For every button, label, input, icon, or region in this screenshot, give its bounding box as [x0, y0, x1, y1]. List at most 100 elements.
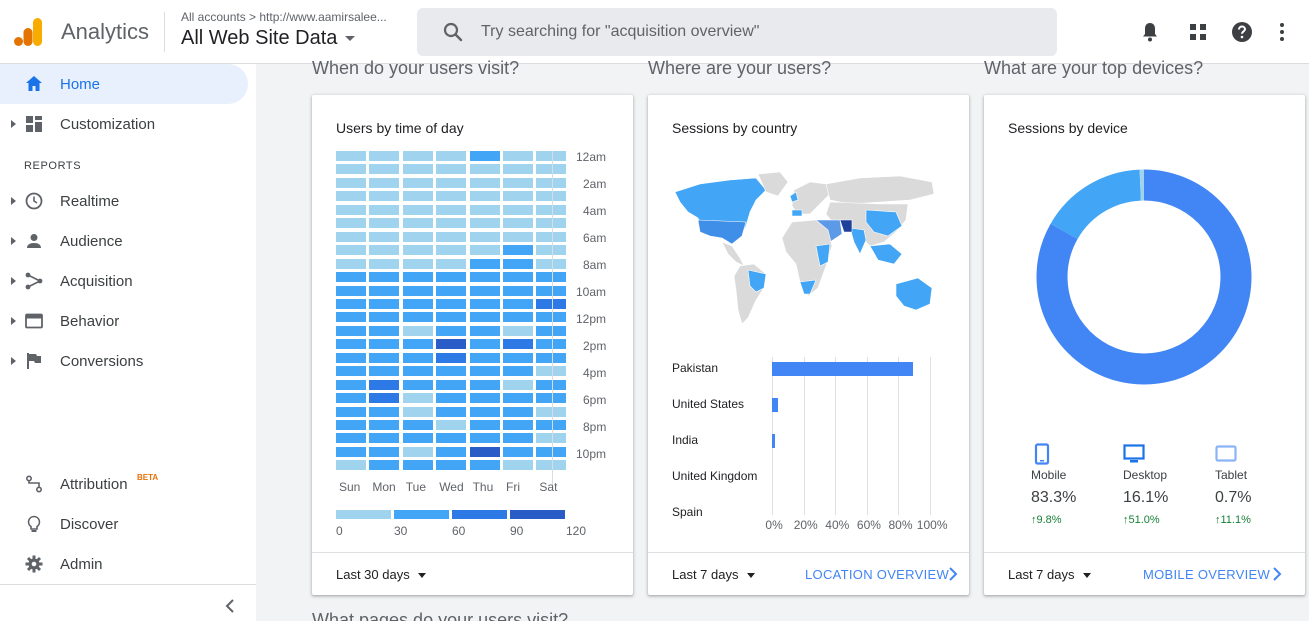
heatmap-cell[interactable] [503, 433, 533, 444]
heatmap-cell[interactable] [536, 379, 567, 390]
heatmap-cell[interactable] [503, 204, 533, 215]
heatmap-cell[interactable] [469, 245, 500, 256]
heatmap-cell[interactable] [469, 406, 500, 417]
date-range-dropdown[interactable]: Last 7 days [1008, 567, 1091, 582]
heatmap-cell[interactable] [369, 446, 400, 457]
account-breadcrumb[interactable]: All accounts > http://www.aamirsalee... [181, 10, 387, 24]
heatmap-cell[interactable] [436, 339, 467, 350]
heatmap-cell[interactable] [469, 191, 500, 202]
heatmap-cell[interactable] [402, 312, 433, 323]
heatmap-cell[interactable] [436, 420, 467, 430]
heatmap-cell[interactable] [369, 191, 400, 202]
nav-realtime[interactable]: Realtime [0, 181, 248, 221]
heatmap-cell[interactable] [402, 393, 433, 404]
heatmap-cell[interactable] [402, 245, 433, 256]
heatmap-cell[interactable] [336, 218, 366, 229]
heatmap-cell[interactable] [369, 298, 400, 309]
heatmap-cell[interactable] [469, 151, 500, 161]
heatmap-cell[interactable] [369, 339, 400, 350]
heatmap-cell[interactable] [469, 272, 500, 283]
heatmap-cell[interactable] [369, 379, 400, 390]
date-range-dropdown[interactable]: Last 7 days [672, 567, 755, 582]
heatmap-cell[interactable] [503, 177, 533, 188]
heatmap-cell[interactable] [536, 191, 567, 202]
heatmap-cell[interactable] [402, 177, 433, 188]
heatmap-cell[interactable] [436, 366, 467, 377]
heatmap-cell[interactable] [536, 285, 567, 296]
heatmap-cell[interactable] [536, 177, 567, 188]
heatmap-cell[interactable] [369, 231, 400, 242]
view-selector[interactable]: All Web Site Data [181, 27, 356, 50]
heatmap-cell[interactable] [369, 258, 400, 269]
heatmap-cell[interactable] [469, 218, 500, 229]
heatmap-cell[interactable] [336, 151, 366, 161]
heatmap-cell[interactable] [536, 446, 567, 457]
heatmap-cell[interactable] [402, 460, 433, 471]
world-map[interactable] [670, 170, 946, 330]
heatmap-cell[interactable] [436, 191, 467, 202]
country-bar[interactable] [772, 398, 779, 412]
heatmap-cell[interactable] [536, 218, 567, 229]
heatmap-cell[interactable] [336, 460, 366, 471]
heatmap-cell[interactable] [469, 325, 500, 336]
heatmap-cell[interactable] [536, 151, 567, 161]
heatmap-cell[interactable] [336, 379, 366, 390]
heatmap-cell[interactable] [436, 433, 467, 444]
heatmap-cell[interactable] [336, 420, 366, 430]
heatmap-cell[interactable] [436, 393, 467, 404]
heatmap-cell[interactable] [436, 379, 467, 390]
bell-icon[interactable] [1138, 20, 1162, 44]
heatmap-cell[interactable] [503, 285, 533, 296]
more-vert-icon[interactable] [1270, 20, 1294, 44]
heatmap-cell[interactable] [469, 298, 500, 309]
heatmap-cell[interactable] [436, 164, 467, 175]
heatmap-cell[interactable] [469, 339, 500, 350]
heatmap-cell[interactable] [402, 231, 433, 242]
device-donut-chart[interactable] [1036, 169, 1252, 385]
heatmap-cell[interactable] [369, 406, 400, 417]
heatmap-cell[interactable] [369, 433, 400, 444]
heatmap-cell[interactable] [503, 191, 533, 202]
country-label[interactable]: Pakistan [672, 361, 719, 375]
heatmap-cell[interactable] [469, 285, 500, 296]
heatmap-cell[interactable] [503, 272, 533, 283]
heatmap-cell[interactable] [503, 218, 533, 229]
nav-audience[interactable]: Audience [0, 221, 248, 261]
heatmap-cell[interactable] [336, 177, 366, 188]
chevron-right-icon[interactable] [1270, 566, 1284, 582]
heatmap-cell[interactable] [536, 231, 567, 242]
chevron-right-icon[interactable] [946, 566, 960, 582]
heatmap-cell[interactable] [336, 191, 366, 202]
heatmap-cell[interactable] [336, 325, 366, 336]
heatmap-cell[interactable] [469, 460, 500, 471]
heatmap-cell[interactable] [369, 272, 400, 283]
heatmap-cell[interactable] [436, 298, 467, 309]
heatmap-cell[interactable] [436, 406, 467, 417]
heatmap-cell[interactable] [402, 258, 433, 269]
date-range-dropdown[interactable]: Last 30 days [336, 567, 426, 582]
heatmap-cell[interactable] [503, 393, 533, 404]
heatmap-cell[interactable] [369, 420, 400, 430]
heatmap-cell[interactable] [369, 177, 400, 188]
heatmap-cell[interactable] [402, 151, 433, 161]
heatmap-cell[interactable] [536, 245, 567, 256]
heatmap-cell[interactable] [369, 366, 400, 377]
heatmap-cell[interactable] [402, 433, 433, 444]
heatmap-cell[interactable] [336, 366, 366, 377]
heatmap-cell[interactable] [469, 177, 500, 188]
heatmap-cell[interactable] [503, 151, 533, 161]
heatmap-cell[interactable] [369, 164, 400, 175]
heatmap-cell[interactable] [436, 312, 467, 323]
nav-home[interactable]: Home [0, 64, 248, 104]
heatmap-cell[interactable] [436, 151, 467, 161]
heatmap-cell[interactable] [402, 272, 433, 283]
heatmap-cell[interactable] [469, 204, 500, 215]
analytics-logo[interactable] [14, 16, 44, 48]
heatmap-cell[interactable] [402, 298, 433, 309]
collapse-sidebar-icon[interactable] [222, 598, 238, 614]
heatmap-cell[interactable] [402, 406, 433, 417]
country-label[interactable]: United Kingdom [672, 469, 758, 483]
heatmap-cell[interactable] [503, 406, 533, 417]
heatmap-cell[interactable] [436, 245, 467, 256]
heatmap-cell[interactable] [336, 446, 366, 457]
